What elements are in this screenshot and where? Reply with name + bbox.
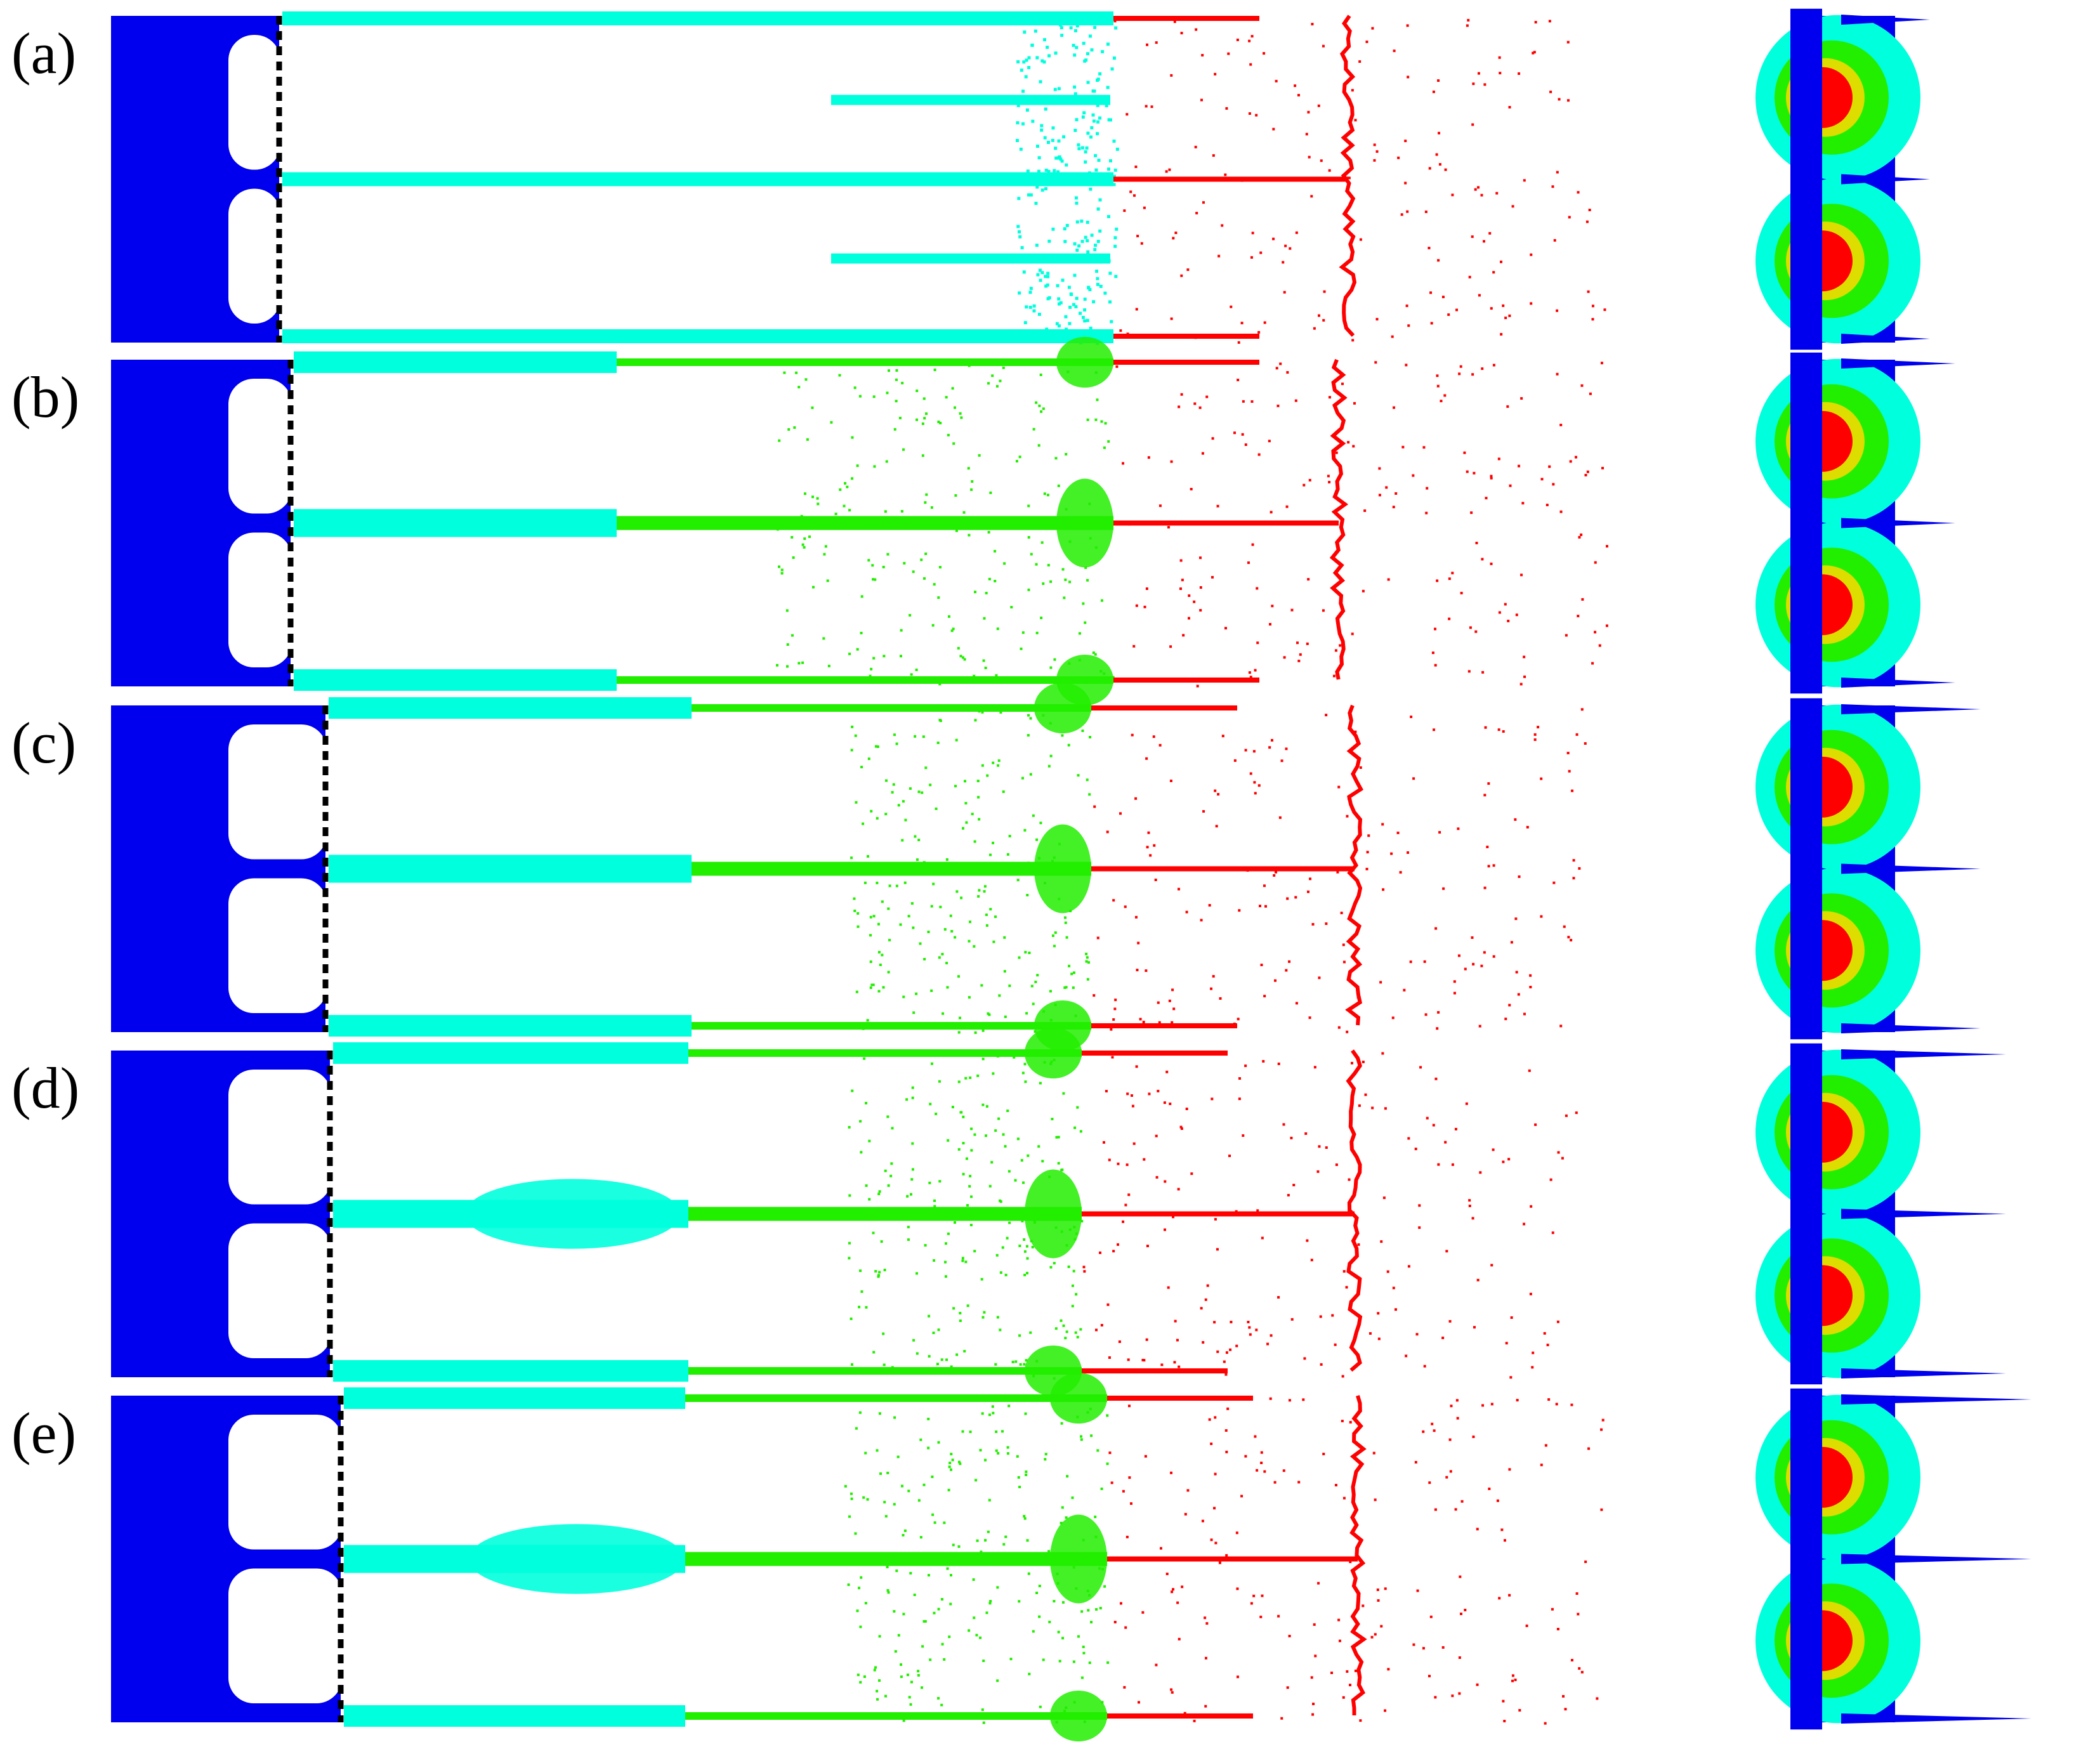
red-region (1113, 358, 1608, 688)
cyan-region (344, 1387, 685, 1727)
red-region (1091, 704, 1587, 1033)
red-region (1107, 1395, 1605, 1725)
blue-region (111, 16, 280, 343)
panel-label-d: (d) (11, 1056, 79, 1120)
panel-d: (d) (11, 1028, 2006, 1396)
blue-region (111, 1396, 342, 1722)
inset-b (1755, 352, 1955, 694)
cyan-region (294, 351, 617, 691)
red-region (1082, 1049, 1578, 1379)
inset-c (1755, 698, 1981, 1040)
blue-region (111, 1051, 331, 1377)
panel-label-a: (a) (11, 21, 76, 86)
green-region (685, 1373, 1110, 1741)
blue-region (111, 705, 327, 1032)
red-region (1113, 15, 1606, 344)
panel-label-b: (b) (11, 365, 79, 429)
green-region (617, 337, 1115, 705)
panel-c: (c) (11, 683, 1981, 1051)
inset-d (1755, 1043, 2006, 1385)
panel-label-e: (e) (11, 1401, 76, 1465)
cyan-region (329, 697, 692, 1037)
blue-region (111, 360, 292, 686)
cyan-region (282, 11, 1120, 345)
inset-e (1755, 1388, 2031, 1730)
inset-a (1755, 8, 1930, 350)
cyan-region (333, 1042, 688, 1382)
panel-b: (b) (11, 337, 1955, 705)
panel-a: (a) (11, 8, 1930, 350)
panel-label-c: (c) (11, 711, 76, 775)
green-region (688, 1028, 1084, 1396)
panel-e: (e) (11, 1373, 2031, 1741)
green-region (692, 683, 1092, 1051)
